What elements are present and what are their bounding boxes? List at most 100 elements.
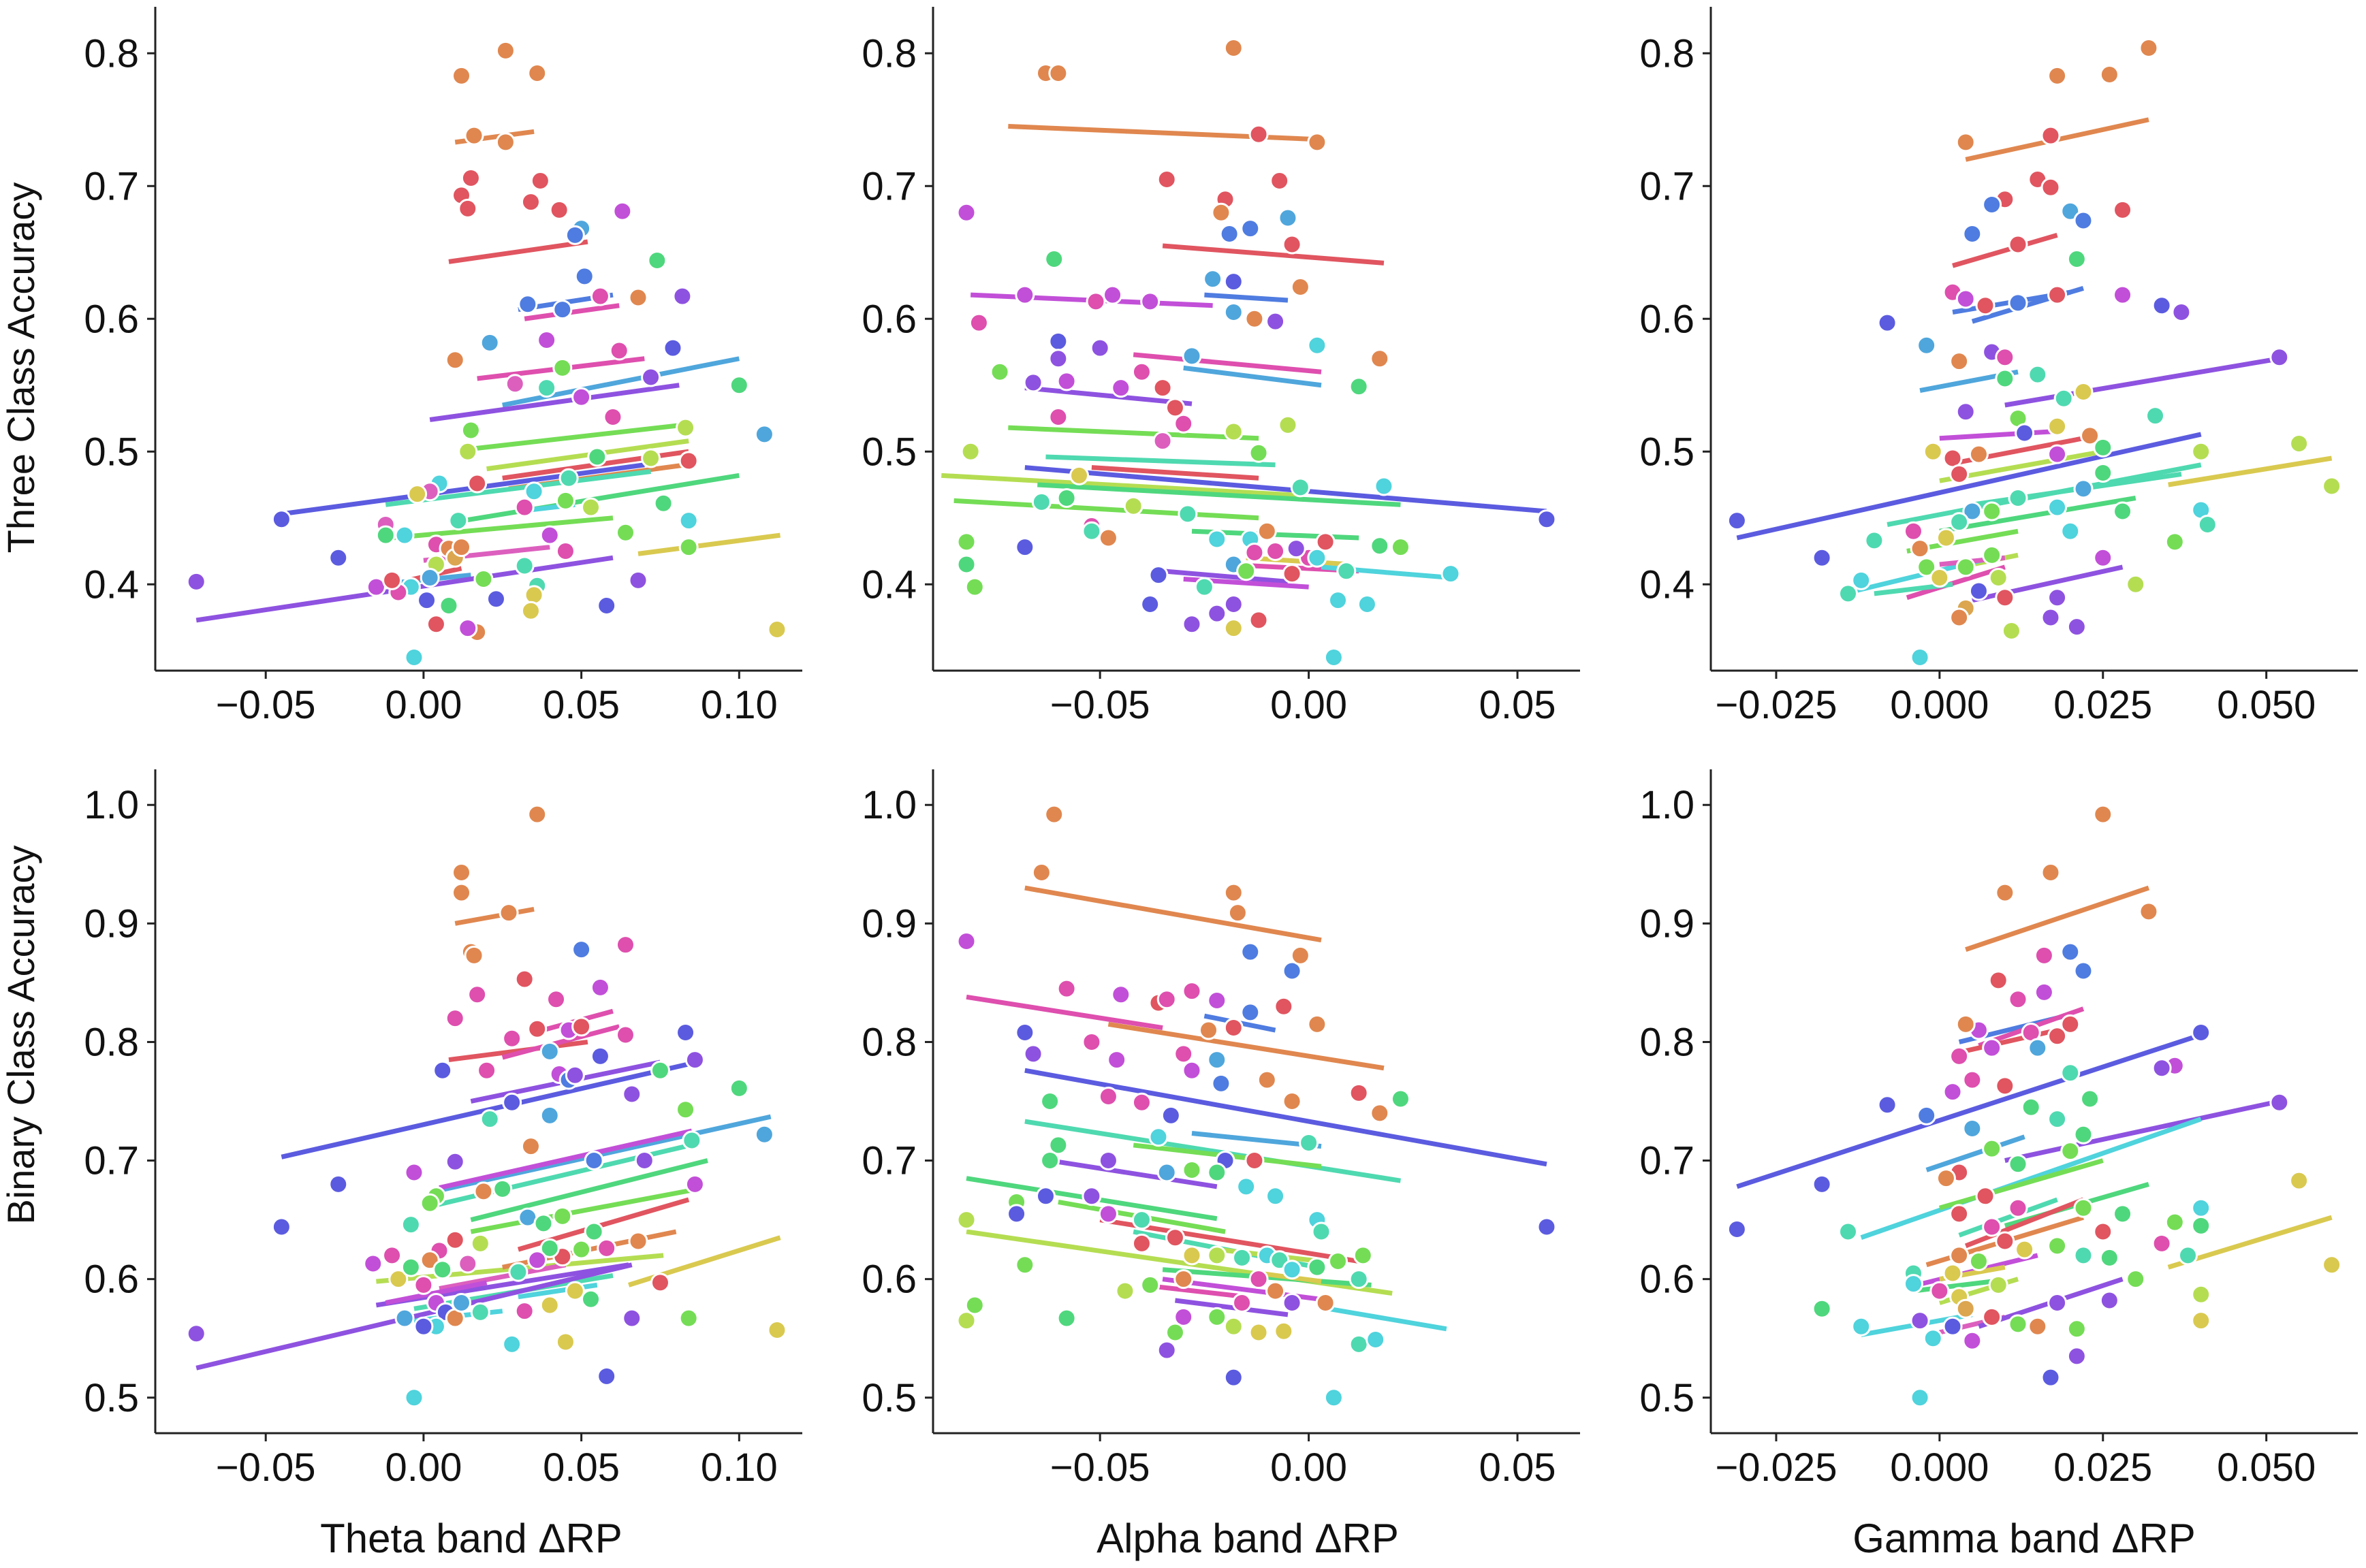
- data-point: [2028, 364, 2048, 385]
- data-point: [1015, 1255, 1035, 1275]
- data-point: [1936, 528, 1956, 548]
- y-tick-label: 0.7: [1639, 1139, 1694, 1183]
- regression-line: [2004, 1099, 2280, 1163]
- regression-line: [1736, 432, 2202, 541]
- data-point: [1015, 1023, 1035, 1043]
- data-point: [520, 601, 541, 621]
- data-point: [956, 931, 977, 951]
- data-point: [650, 1060, 670, 1081]
- data-point: [1982, 195, 2002, 215]
- data-point: [1348, 1269, 1369, 1290]
- data-point: [1236, 561, 1257, 581]
- data-point: [1123, 496, 1143, 516]
- data-point: [2034, 982, 2054, 1002]
- data-point: [1131, 362, 1152, 382]
- data-point: [1223, 302, 1244, 322]
- data-point: [1182, 1159, 1202, 1180]
- data-point: [1082, 521, 1102, 541]
- data-point: [2289, 434, 2309, 454]
- data-point: [1348, 1083, 1369, 1103]
- data-point: [1955, 132, 1976, 153]
- panel-binary-alpha: 0.5 0.6 0.7 0.8 0.9 1.0 −0.05 0.00 0.05: [862, 769, 1580, 1490]
- x-tick-label: 0.00: [385, 683, 462, 727]
- data-point: [1949, 607, 1970, 628]
- regression-line: [941, 473, 1301, 498]
- data-point: [956, 1311, 977, 1331]
- data-point: [388, 1269, 409, 1290]
- data-point: [2191, 1198, 2211, 1218]
- data-point: [1165, 1228, 1185, 1248]
- regression-line: [1037, 482, 1401, 507]
- x-tick-label: 0.05: [1479, 1445, 1556, 1490]
- data-point: [2171, 302, 2192, 322]
- data-point: [1315, 532, 1336, 552]
- data-point: [404, 1162, 424, 1183]
- data-point: [452, 537, 472, 558]
- data-point: [1982, 501, 2002, 522]
- data-point: [1248, 610, 1269, 630]
- regression-line: [454, 473, 740, 525]
- data-point: [1949, 512, 1970, 532]
- data-point: [400, 1215, 421, 1235]
- data-point: [505, 374, 525, 394]
- data-point: [520, 1136, 541, 1157]
- data-point: [1148, 565, 1169, 586]
- regression-line: [1091, 465, 1259, 481]
- data-point: [445, 1230, 465, 1250]
- data-point: [539, 525, 560, 545]
- data-point: [495, 132, 516, 153]
- panel-binary-theta: 0.5 0.6 0.7 0.8 0.9 1.0 −0.05 0.00 0.05 0.10: [84, 769, 802, 1490]
- data-point: [672, 286, 693, 306]
- data-point: [1090, 338, 1110, 358]
- data-point: [2001, 621, 2021, 641]
- y-tick-label: 0.6: [862, 297, 917, 341]
- regression-line: [1175, 1298, 1289, 1317]
- data-point: [2008, 1198, 2028, 1218]
- data-point: [486, 589, 506, 609]
- data-point: [527, 1019, 548, 1039]
- data-point: [1838, 583, 1859, 604]
- data-point: [460, 420, 481, 441]
- data-point: [1265, 541, 1286, 561]
- data-point: [479, 332, 500, 353]
- data-point: [382, 570, 403, 590]
- data-point: [2047, 65, 2068, 86]
- regression-line: [439, 1262, 567, 1292]
- y-tick-label: 0.6: [1639, 1258, 1694, 1302]
- panel-binary-gamma: 0.5 0.6 0.7 0.8 0.9 1.0 −0.025 0.000 0.025 0.050: [1639, 769, 2358, 1490]
- data-point: [2047, 1109, 2068, 1130]
- data-point: [1370, 536, 1390, 556]
- scatter-points: [186, 804, 787, 1408]
- y-axis-title-three-class: Three Class Accuracy: [0, 182, 42, 554]
- data-point: [1864, 530, 1884, 551]
- data-point: [1949, 1204, 1970, 1224]
- y-tick-label: 0.4: [862, 562, 917, 607]
- data-point: [271, 509, 291, 530]
- data-point: [1910, 647, 1930, 667]
- data-point: [590, 977, 610, 997]
- data-point: [1949, 464, 1970, 484]
- data-point: [514, 1301, 535, 1322]
- data-point: [502, 1028, 522, 1049]
- data-point: [1877, 313, 1897, 333]
- data-point: [2145, 406, 2166, 426]
- data-point: [2099, 1247, 2119, 1268]
- data-point: [2066, 617, 2087, 637]
- data-point: [622, 1308, 642, 1328]
- data-point: [2073, 961, 2094, 981]
- scatter-points: [186, 40, 787, 667]
- data-point: [492, 1179, 513, 1199]
- data-point: [1942, 1082, 1963, 1102]
- data-point: [2151, 1058, 2172, 1078]
- data-point: [1903, 521, 1923, 541]
- data-point: [1366, 1329, 1386, 1349]
- x-tick-label: 0.10: [701, 1445, 778, 1490]
- data-point: [1975, 295, 1996, 316]
- data-point: [676, 1100, 696, 1120]
- data-point: [1917, 557, 1937, 577]
- data-point: [1173, 413, 1194, 434]
- data-point: [394, 1308, 415, 1328]
- data-point: [537, 330, 557, 350]
- regression-line: [2004, 356, 2280, 408]
- data-point: [1048, 349, 1069, 369]
